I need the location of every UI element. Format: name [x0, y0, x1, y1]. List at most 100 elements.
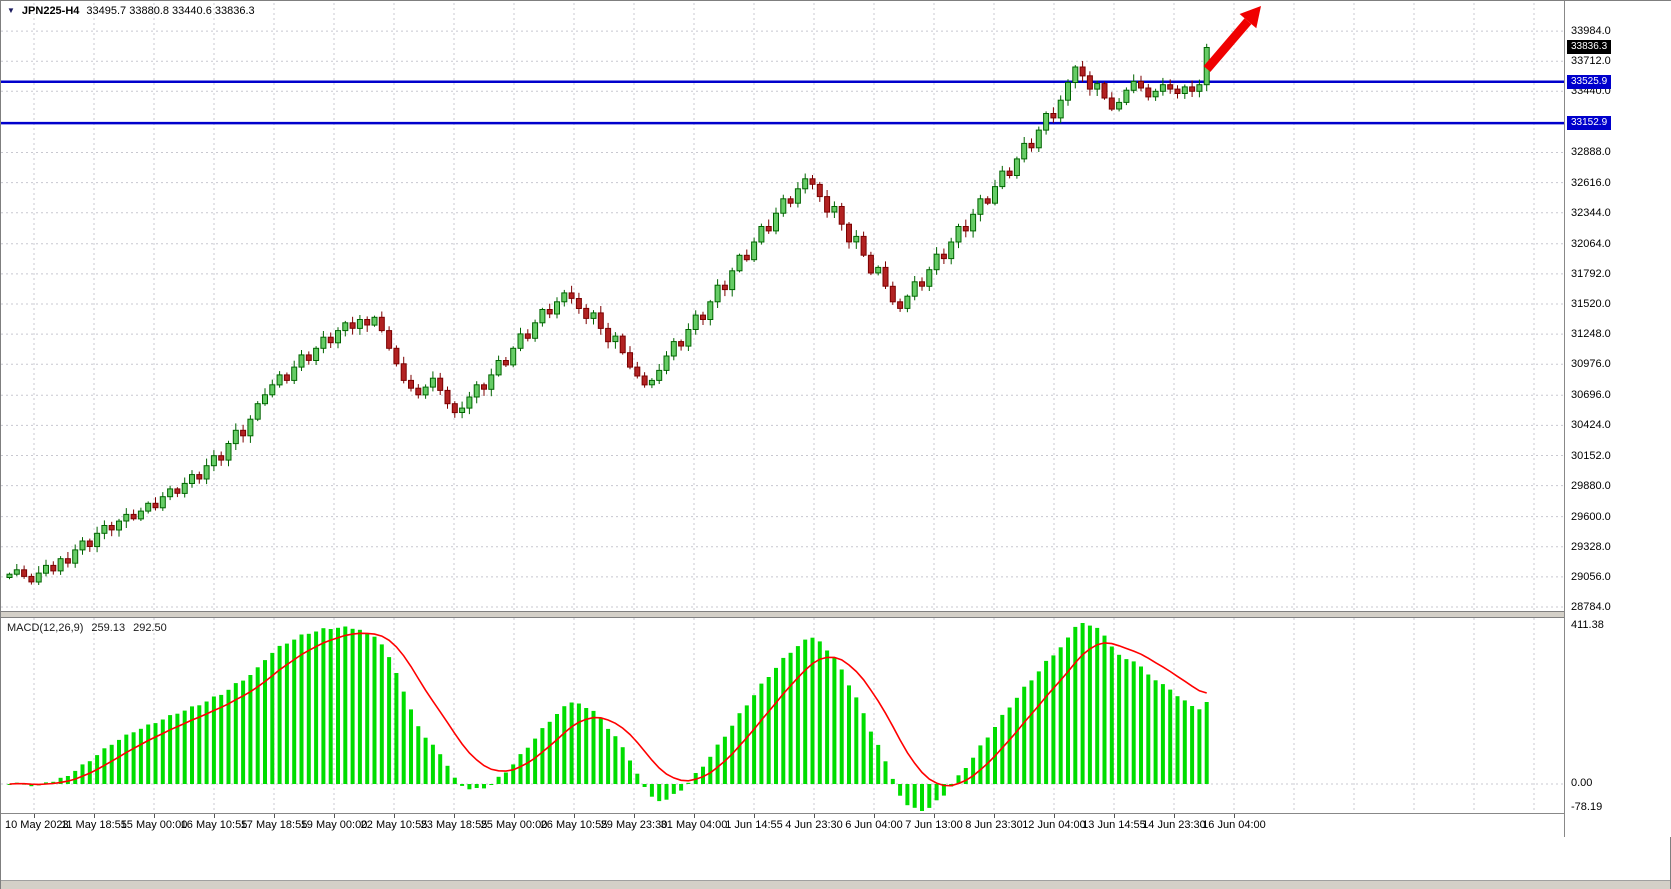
time-tick — [454, 814, 455, 818]
macd-histogram-bar — [343, 626, 348, 784]
macd-histogram-bar — [58, 777, 63, 784]
candle — [218, 455, 225, 461]
price-tick-label: 31792.0 — [1571, 268, 1611, 280]
hline-price-label[interactable]: 33152.9 — [1567, 116, 1612, 130]
macd-histogram-bar — [1044, 660, 1049, 784]
macd-histogram-bar — [744, 705, 749, 784]
macd-histogram-bar — [715, 744, 720, 784]
macd-histogram-bar — [861, 713, 866, 784]
candle — [196, 474, 203, 480]
price-tick-label: 30696.0 — [1571, 389, 1611, 401]
time-tick — [874, 814, 875, 818]
macd-histogram-bar — [423, 737, 428, 784]
candle — [137, 510, 144, 520]
macd-histogram-bar — [124, 734, 129, 784]
macd-histogram-bar — [197, 705, 202, 784]
bottom-window-edge — [1, 880, 1670, 889]
time-axis-label: 4 Jun 23:30 — [785, 819, 843, 831]
candle — [1086, 75, 1093, 90]
macd-histogram-bar — [211, 696, 216, 784]
price-tick-label: 32888.0 — [1571, 146, 1611, 158]
time-tick — [1054, 814, 1055, 818]
macd-histogram-bar — [328, 629, 333, 784]
candle — [911, 281, 918, 297]
candle — [210, 455, 217, 467]
macd-histogram-bar — [1124, 659, 1129, 784]
macd-histogram-bar — [482, 784, 486, 789]
macd-histogram-bar — [379, 644, 384, 784]
candle — [875, 266, 882, 274]
candle — [429, 377, 436, 388]
hline-price-label[interactable]: 33525.9 — [1567, 75, 1612, 89]
macd-histogram-bar — [73, 770, 78, 784]
candle — [955, 226, 962, 243]
candle — [1094, 83, 1101, 90]
price-tick-label: 29328.0 — [1571, 541, 1611, 553]
price-tick-label: 29056.0 — [1571, 571, 1611, 583]
macd-histogram-bar — [912, 784, 917, 808]
trend-arrow[interactable] — [1203, 6, 1261, 72]
candle — [1006, 170, 1013, 177]
time-tick — [1234, 814, 1235, 818]
macd-histogram-bar — [963, 768, 968, 784]
candle — [634, 366, 641, 377]
macd-histogram-bar — [1029, 680, 1034, 784]
time-tick — [94, 814, 95, 818]
macd-histogram-bar — [1131, 661, 1136, 784]
time-axis-label: 13 Jun 14:55 — [1082, 819, 1146, 831]
candle — [101, 525, 108, 534]
macd-histogram-bar — [306, 633, 311, 784]
candle — [364, 319, 371, 326]
candle — [751, 241, 758, 261]
candle — [700, 314, 706, 321]
candle — [846, 223, 852, 243]
candle — [488, 374, 495, 390]
macd-histogram-bar — [1146, 674, 1151, 784]
horizontal-lines-layer[interactable] — [1, 80, 1564, 125]
time-tick — [1174, 814, 1175, 818]
macd-histogram-bar — [503, 772, 508, 784]
candle — [57, 558, 64, 572]
price-tick-label: 30152.0 — [1571, 450, 1611, 462]
candle — [1108, 97, 1115, 110]
time-axis-label: 10 May 2023 — [5, 819, 69, 831]
macd-histogram-bar — [314, 631, 319, 784]
candle — [240, 429, 247, 437]
macd-axis-max-label: 411.38 — [1571, 619, 1604, 631]
macd-layer — [7, 623, 1209, 811]
candle — [313, 347, 320, 361]
macd-histogram-bar — [854, 697, 859, 784]
candle — [539, 309, 546, 324]
macd-histogram-bar — [409, 709, 413, 784]
macd-histogram-bar — [219, 694, 224, 784]
time-axis[interactable]: 10 May 2023 11 May 18:55 15 May 00:00 16 Ma… — [1, 813, 1671, 837]
candle — [159, 496, 166, 509]
candle — [1065, 82, 1071, 101]
candle — [232, 429, 239, 445]
price-axis[interactable]: 33836.3 33525.9 33152.9 411.38 0.00 -78.… — [1564, 1, 1671, 837]
candle — [1196, 84, 1203, 92]
candle — [1013, 158, 1020, 176]
time-axis-label: 7 Jun 13:00 — [905, 819, 963, 831]
candle — [729, 270, 736, 291]
grid-layer — [1, 3, 1564, 813]
macd-histogram-bar — [547, 721, 552, 784]
macd-histogram-bar — [438, 754, 443, 784]
candle — [1043, 113, 1050, 131]
candle — [510, 347, 517, 366]
macd-histogram-bar — [321, 628, 326, 784]
time-axis-label: 12 Jun 04:00 — [1022, 819, 1086, 831]
candle — [670, 341, 677, 357]
candle — [882, 266, 889, 287]
candle — [393, 347, 400, 365]
candle — [999, 170, 1006, 188]
candle — [152, 502, 159, 509]
chart-canvas[interactable] — [1, 1, 1564, 837]
candle — [64, 558, 71, 564]
time-tick — [214, 814, 215, 818]
time-tick — [934, 814, 935, 818]
candle — [327, 336, 334, 344]
candle — [1189, 86, 1196, 92]
panel-separator[interactable] — [1, 611, 1671, 618]
candle — [1050, 113, 1057, 119]
